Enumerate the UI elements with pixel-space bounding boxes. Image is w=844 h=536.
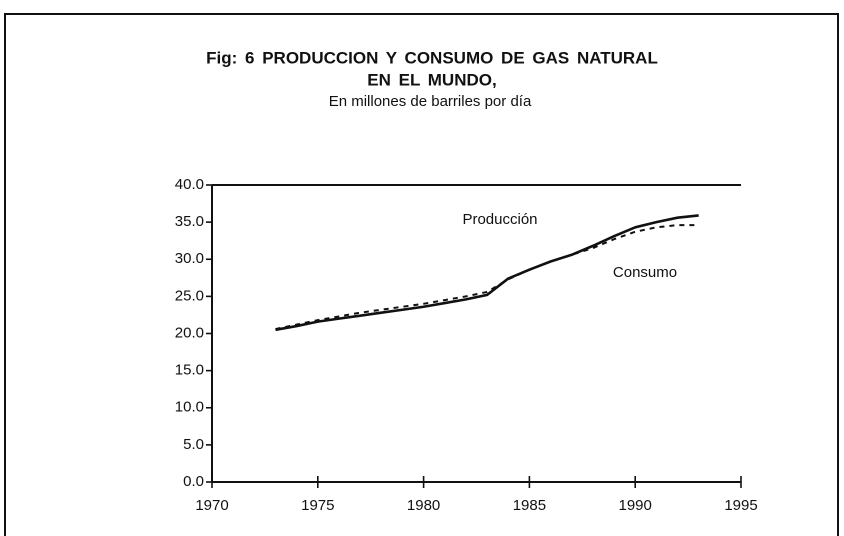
y-tick-label: 10.0 — [175, 399, 204, 416]
y-tick-label: 15.0 — [175, 362, 204, 379]
y-tick-label: 30.0 — [175, 250, 204, 267]
line-series — [275, 214, 699, 332]
x-tick-label: 1985 — [513, 497, 546, 514]
chart-title: Fig: 6 PRODUCCION Y CONSUMO DE GAS NATUR… — [206, 48, 658, 67]
x-tick-label: 1990 — [619, 497, 652, 514]
chart-subtitle: En millones de barriles por día — [329, 93, 532, 110]
y-tick-label: 5.0 — [183, 436, 204, 453]
x-tick-label: 1980 — [407, 497, 440, 514]
x-tick-label: 1995 — [724, 497, 757, 514]
y-tick-label: 20.0 — [175, 324, 204, 341]
x-tick-label: 1975 — [301, 497, 334, 514]
y-tick-label: 0.0 — [183, 473, 204, 490]
y-tick-label: 25.0 — [175, 287, 204, 304]
chart-title: EN EL MUNDO, — [367, 70, 496, 89]
y-tick-label: 40.0 — [175, 176, 204, 193]
x-tick-label: 1970 — [195, 497, 228, 514]
y-tick-label: 35.0 — [175, 213, 204, 230]
frame — [4, 13, 839, 536]
series-label: Consumo — [613, 264, 677, 281]
series-label: Producción — [462, 211, 537, 228]
line-series — [275, 224, 699, 331]
